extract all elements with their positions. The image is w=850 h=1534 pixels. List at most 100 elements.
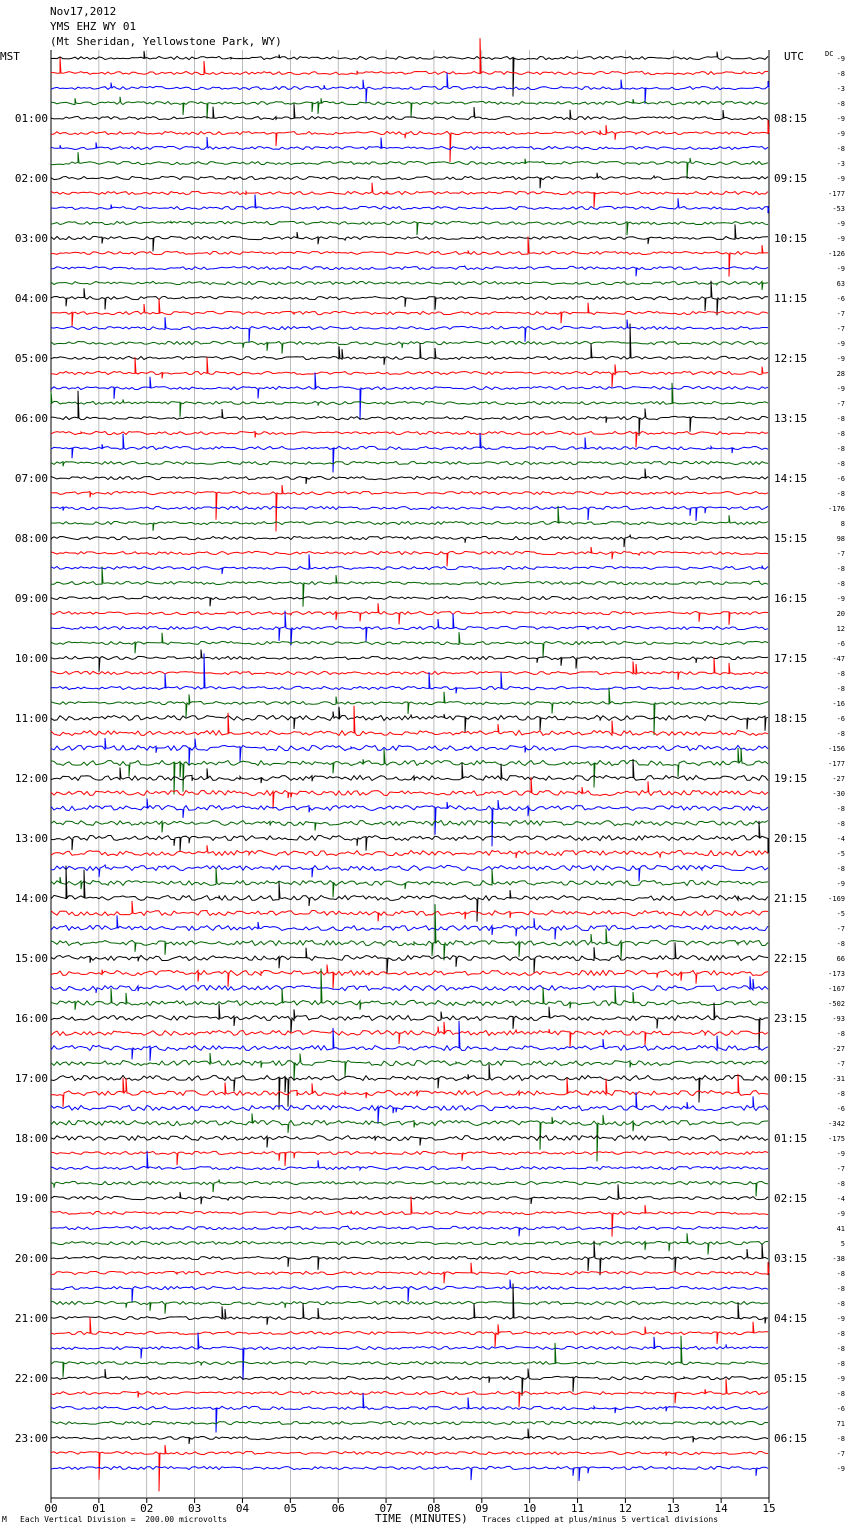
dc-offset-label: -4 bbox=[837, 835, 845, 843]
right-hour-label: 10:15 bbox=[774, 232, 807, 245]
trace-row bbox=[50, 1196, 769, 1237]
footer-mark: M bbox=[2, 1515, 7, 1524]
dc-offset-label: 20 bbox=[837, 610, 845, 618]
left-hour-label: 15:00 bbox=[15, 952, 48, 965]
dc-offset-label: -6 bbox=[837, 1105, 845, 1113]
trace-row bbox=[50, 1150, 769, 1166]
trace-row bbox=[50, 968, 769, 1010]
dc-offset-label: -175 bbox=[828, 1135, 845, 1143]
dc-offset-label: -8 bbox=[837, 1285, 845, 1293]
right-hour-label: 13:15 bbox=[774, 412, 807, 425]
right-hour-label: 01:15 bbox=[774, 1132, 807, 1145]
left-hour-label: 06:00 bbox=[15, 412, 48, 425]
trace-row bbox=[50, 505, 769, 521]
minute-grid bbox=[50, 50, 770, 1503]
right-hour-label: 16:15 bbox=[774, 592, 807, 605]
dc-offset-label: 63 bbox=[837, 280, 845, 288]
seismic-traces bbox=[50, 38, 770, 1492]
trace-row bbox=[50, 1052, 769, 1081]
dc-offset-label: -9 bbox=[837, 265, 845, 273]
trace-row bbox=[50, 603, 769, 625]
dc-offset-label: -8 bbox=[837, 70, 845, 78]
dc-offset-label: 5 bbox=[841, 1240, 845, 1248]
trace-row bbox=[50, 103, 769, 121]
dc-offset-label: -8 bbox=[837, 415, 845, 423]
dc-offset-label: -3 bbox=[837, 85, 845, 93]
dc-offset-label: 71 bbox=[837, 1420, 845, 1428]
trace-row bbox=[50, 777, 769, 809]
trace-row bbox=[50, 1179, 769, 1197]
dc-offset-label: -8 bbox=[837, 940, 845, 948]
trace-row bbox=[50, 372, 769, 421]
dc-offset-label: -8 bbox=[837, 805, 845, 813]
dc-offset-label: -167 bbox=[828, 985, 845, 993]
trace-row bbox=[50, 236, 769, 277]
trace-row bbox=[50, 1378, 769, 1408]
trace-row bbox=[50, 705, 769, 737]
dc-offset-label: -7 bbox=[837, 1450, 845, 1458]
trace-row bbox=[50, 1224, 769, 1237]
dc-offset-label: -8 bbox=[837, 1390, 845, 1398]
dc-offset-label: -30 bbox=[832, 790, 845, 798]
trace-row bbox=[50, 1073, 769, 1107]
x-tick-label: 07 bbox=[379, 1502, 392, 1515]
trace-row bbox=[50, 1134, 769, 1148]
trace-row bbox=[50, 484, 769, 532]
dc-offset-label: -7 bbox=[837, 550, 845, 558]
x-tick-label: 11 bbox=[571, 1502, 584, 1515]
trace-row bbox=[50, 280, 769, 316]
dc-offset-label: 98 bbox=[837, 535, 845, 543]
dc-offset-label: -8 bbox=[837, 1345, 845, 1353]
dc-offset-label: -7 bbox=[837, 400, 845, 408]
x-axis-title: TIME (MINUTES) bbox=[375, 1512, 468, 1525]
trace-row bbox=[50, 1002, 769, 1051]
dc-offset-label: -6 bbox=[837, 715, 845, 723]
dc-offset-label: -9 bbox=[837, 1150, 845, 1158]
dc-offset-label: -6 bbox=[837, 475, 845, 483]
dc-offset-label: -8 bbox=[837, 1435, 845, 1443]
trace-row bbox=[50, 915, 769, 940]
dc-offset-label: -342 bbox=[828, 1120, 845, 1128]
dc-offset-label: -5 bbox=[837, 850, 845, 858]
trace-row bbox=[50, 1150, 769, 1172]
trace-row bbox=[50, 649, 769, 672]
x-tick-label: 12 bbox=[619, 1502, 632, 1515]
trace-row bbox=[50, 430, 769, 448]
right-hour-label: 00:15 bbox=[774, 1072, 807, 1085]
left-hour-label: 20:00 bbox=[15, 1252, 48, 1265]
dc-offset-label: -9 bbox=[837, 55, 845, 63]
axis-labels: 00 01 02 03 04 05 06 07 08 09 10 11 12 13 14 15 -9 -8 -3 -8… bbox=[15, 55, 845, 1515]
left-hour-label: 03:00 bbox=[15, 232, 48, 245]
trace-row bbox=[50, 96, 769, 119]
trace-row bbox=[50, 1335, 769, 1377]
clip-note: Traces clipped at plus/minus 5 vertical … bbox=[482, 1515, 719, 1524]
left-hour-label: 01:00 bbox=[15, 112, 48, 125]
left-hour-label: 11:00 bbox=[15, 712, 48, 725]
dc-offset-label: -8 bbox=[837, 1360, 845, 1368]
dc-offset-label: -8 bbox=[837, 1330, 845, 1338]
trace-row bbox=[50, 653, 769, 694]
dc-offset-label: -8 bbox=[837, 1090, 845, 1098]
trace-row bbox=[50, 1092, 769, 1124]
trace-row bbox=[50, 632, 769, 658]
dc-offset-label: -9 bbox=[837, 340, 845, 348]
left-hour-label: 10:00 bbox=[15, 652, 48, 665]
left-hour-label: 22:00 bbox=[15, 1372, 48, 1385]
right-hour-label: 22:15 bbox=[774, 952, 807, 965]
trace-row bbox=[50, 1279, 769, 1303]
dc-offset-label: -53 bbox=[832, 205, 845, 213]
station-id: YMS EHZ WY 01 bbox=[50, 20, 137, 33]
dc-offset-label: -8 bbox=[837, 445, 845, 453]
trace-row bbox=[50, 390, 769, 436]
dc-offset-label: -8 bbox=[837, 820, 845, 828]
x-tick-label: 01 bbox=[92, 1502, 105, 1515]
trace-row bbox=[50, 1283, 768, 1325]
trace-row bbox=[51, 1262, 770, 1284]
dc-offset-label: -9 bbox=[837, 385, 845, 393]
right-hour-label: 19:15 bbox=[774, 772, 807, 785]
trace-row bbox=[50, 737, 769, 766]
dc-offset-label: -16 bbox=[832, 700, 845, 708]
trace-row bbox=[50, 1368, 769, 1396]
trace-row bbox=[50, 1184, 769, 1205]
